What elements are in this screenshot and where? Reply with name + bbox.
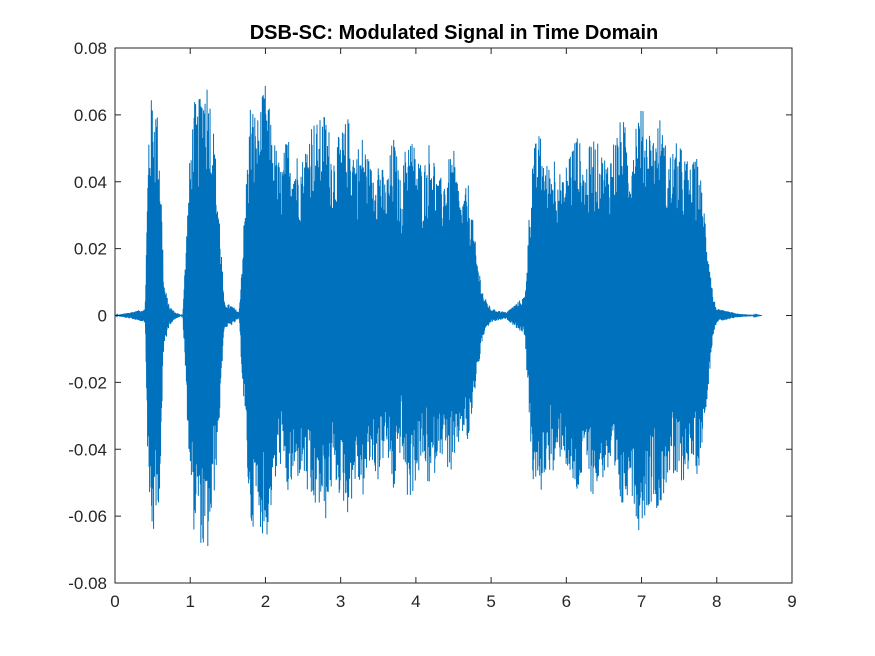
y-tick-label: 0.06 [74, 106, 107, 125]
y-tick-label: 0 [98, 307, 107, 326]
y-tick-label: -0.06 [68, 507, 107, 526]
x-tick-label: 8 [712, 592, 721, 611]
y-axis: -0.08 -0.06 -0.04 -0.02 0 0.02 0.04 0.06 0.08 [68, 39, 792, 593]
x-tick-label: 0 [110, 592, 119, 611]
y-tick-label: 0.04 [74, 173, 107, 192]
x-tick-label: 6 [562, 592, 571, 611]
x-tick-label: 9 [787, 592, 796, 611]
signal-line [114, 85, 762, 546]
x-axis: 0 1 2 3 4 5 6 7 8 9 [110, 48, 797, 611]
series-signal [114, 85, 762, 546]
x-tick-label: 3 [336, 592, 345, 611]
x-tick-label: 5 [486, 592, 495, 611]
chart-title: DSB-SC: Modulated Signal in Time Domain [250, 22, 659, 44]
y-tick-label: 0.02 [74, 240, 107, 259]
x-tick-label: 1 [185, 592, 194, 611]
y-tick-label: -0.08 [68, 574, 107, 593]
y-tick-label: 0.08 [74, 39, 107, 58]
x-tick-label: 4 [411, 592, 420, 611]
x-tick-label: 2 [261, 592, 270, 611]
x-tick-label: 7 [637, 592, 646, 611]
y-tick-label: -0.02 [68, 373, 107, 392]
y-tick-label: -0.04 [68, 440, 107, 459]
plot-area: 0 1 2 3 4 5 6 7 8 9 -0.08 -0.06 -0.04 -0.02 0 0.02 0.04… [68, 39, 796, 611]
